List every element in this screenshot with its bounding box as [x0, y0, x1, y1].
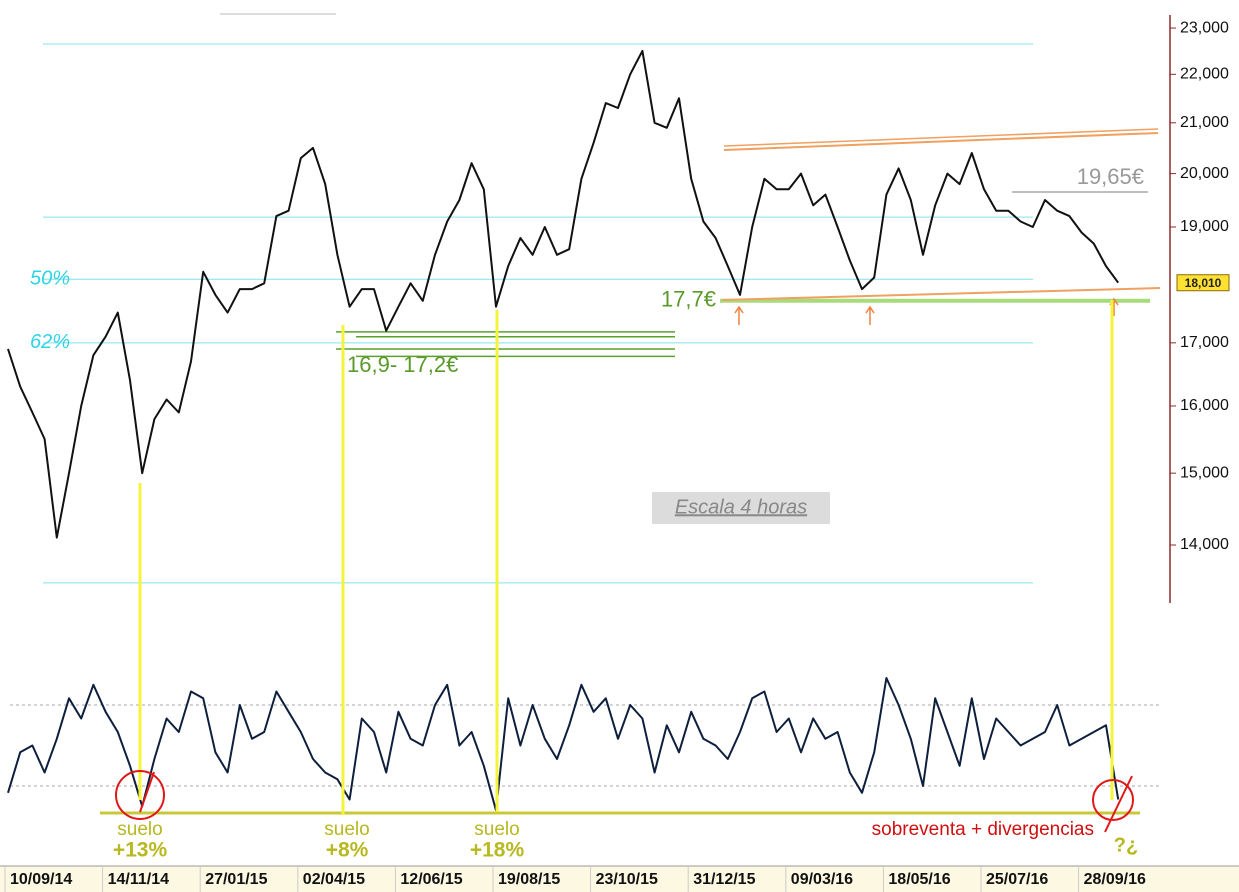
circles — [115, 770, 1134, 833]
y-tick-label: 19,000 — [1180, 218, 1229, 235]
warning: sobreventa + divergencias — [872, 819, 1094, 840]
y-tick-label: 20,000 — [1180, 165, 1229, 182]
y-tick-label: 21,000 — [1180, 114, 1229, 131]
x-tick-label: 31/12/15 — [693, 871, 755, 888]
arrow — [734, 305, 744, 325]
x-tick-label: 19/08/15 — [498, 871, 560, 888]
circle — [1092, 779, 1134, 821]
x-tick-label: 27/01/15 — [205, 871, 267, 888]
y-tick-label: 23,000 — [1180, 19, 1229, 36]
annotation-gain: +8% — [326, 839, 369, 862]
x-tick-label: 12/06/15 — [400, 871, 462, 888]
series-line — [7, 49, 1120, 539]
level-label: 62% — [30, 331, 70, 353]
annotation: suelo — [324, 819, 369, 840]
channel-top — [723, 132, 1159, 151]
question: ?¿ — [1114, 834, 1138, 856]
note-box — [652, 492, 830, 524]
price-tag — [1176, 274, 1230, 292]
x-tick-label: 09/03/16 — [791, 871, 853, 888]
annotation-gain: +13% — [113, 839, 168, 862]
annotation: suelo — [474, 819, 519, 840]
y-tick-label: 22,000 — [1180, 66, 1229, 83]
y-tick-label: 15,000 — [1180, 464, 1229, 481]
y-tick-label: 17,000 — [1180, 334, 1229, 351]
slash — [139, 771, 155, 813]
support-label: 16,9- 17,2€ — [347, 352, 458, 377]
arrows — [734, 297, 1119, 325]
slash — [1104, 775, 1133, 833]
annotation-gain: +18% — [470, 839, 525, 862]
trend-line — [721, 287, 1161, 301]
x-tick-label: 10/09/14 — [10, 871, 72, 888]
x-axis-band — [0, 866, 1239, 892]
yellow-links — [138, 300, 1114, 815]
y-tick-label: 14,000 — [1180, 536, 1229, 553]
resistance-label: 19,65€ — [1077, 164, 1144, 189]
level-label: 50% — [30, 268, 70, 290]
annotation: suelo — [117, 819, 162, 840]
series-line — [7, 677, 1120, 812]
x-tick-label: 23/10/15 — [596, 871, 658, 888]
channel-top — [723, 128, 1159, 147]
x-tick-label: 25/07/16 — [986, 871, 1048, 888]
circle — [115, 770, 165, 820]
floor-label: 17,7€ — [661, 287, 716, 312]
y-tick-label: 16,000 — [1180, 397, 1229, 414]
x-tick-label: 18/05/16 — [888, 871, 950, 888]
arrow — [865, 305, 875, 325]
x-tick-label: 28/09/16 — [1084, 871, 1146, 888]
note: Escala 4 horas — [675, 496, 807, 518]
x-tick-label: 14/11/14 — [108, 871, 170, 888]
price-tag-label: 18,010 — [1185, 276, 1222, 290]
x-tick-label: 02/04/15 — [303, 871, 365, 888]
